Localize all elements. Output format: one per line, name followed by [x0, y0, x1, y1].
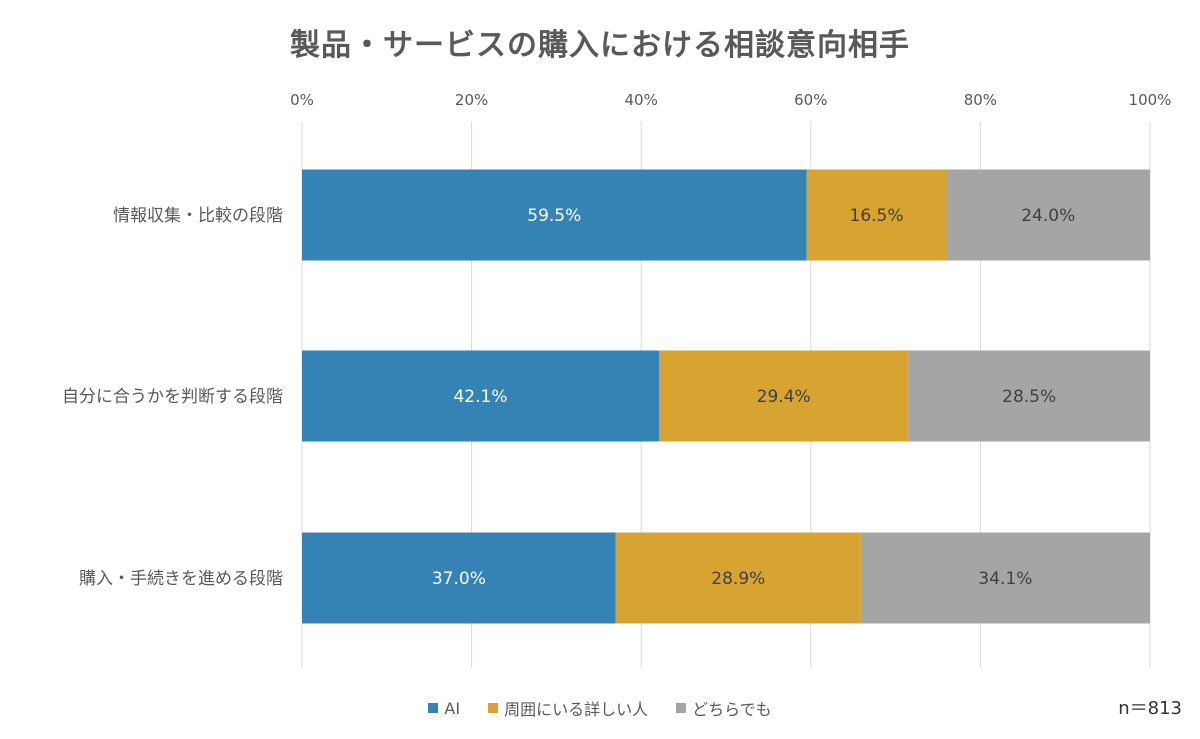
- data-label-1-2: 28.5%: [1002, 387, 1056, 407]
- category-label-0: 情報収集・比較の段階: [113, 206, 283, 226]
- legend-label-ai: AI: [444, 698, 461, 718]
- legend-swatch-expert: [488, 703, 499, 713]
- data-label-0-1: 16.5%: [850, 206, 904, 226]
- data-label-0-2: 24.0%: [1021, 206, 1075, 226]
- bar-segment-2-0: [302, 532, 616, 624]
- chart-title: 製品・サービスの購入における相談意向相手: [290, 28, 910, 63]
- data-label-0-0: 59.5%: [527, 206, 581, 226]
- legend-item-either: どちらでも: [676, 696, 772, 720]
- data-label-1-0: 42.1%: [453, 387, 507, 407]
- category-label-1: 自分に合うかを判断する段階: [62, 387, 283, 407]
- bar-segment-0-1: [806, 169, 947, 261]
- x-tick-label-80: 80%: [964, 91, 997, 109]
- data-label-2-2: 34.1%: [978, 569, 1032, 589]
- legend-swatch-ai: [428, 703, 439, 713]
- legend-item-expert: 周囲にいる詳しい人: [488, 696, 648, 720]
- legend: AI 周囲にいる詳しい人 どちらでも: [0, 696, 1200, 720]
- x-tick-label-40: 40%: [625, 91, 658, 109]
- bar-segment-0-0: [302, 169, 807, 261]
- data-label-1-1: 29.4%: [757, 387, 811, 407]
- legend-swatch-either: [676, 703, 687, 713]
- data-label-2-1: 28.9%: [711, 569, 765, 589]
- x-tick-label-0: 0%: [290, 91, 314, 109]
- x-tick-label-60: 60%: [794, 91, 827, 109]
- bar-segment-1-0: [302, 350, 660, 442]
- sample-size-annotation: n＝813: [1118, 698, 1182, 719]
- bar-segment-2-1: [615, 532, 861, 624]
- legend-item-ai: AI: [428, 699, 460, 718]
- bar-segment-0-2: [946, 169, 1150, 261]
- legend-label-either: どちらでも: [692, 700, 772, 719]
- data-label-2-0: 37.0%: [432, 569, 486, 589]
- category-label-2: 購入・手続きを進める段階: [79, 569, 283, 589]
- x-tick-label-20: 20%: [455, 91, 488, 109]
- bar-segment-2-2: [860, 532, 1150, 624]
- bar-segment-1-2: [908, 350, 1150, 442]
- bar-segment-1-1: [659, 350, 909, 442]
- x-tick-label-100: 100%: [1129, 91, 1172, 109]
- legend-label-expert: 周囲にいる詳しい人: [504, 700, 649, 719]
